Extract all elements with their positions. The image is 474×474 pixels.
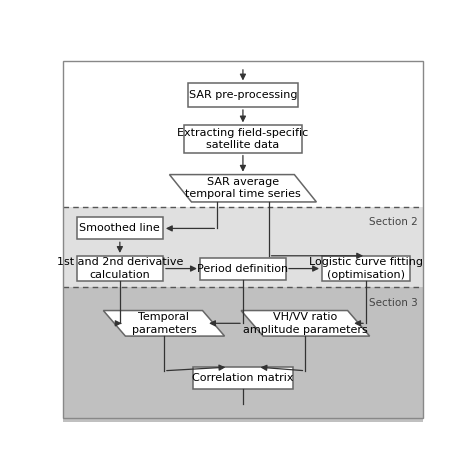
- Bar: [77, 218, 163, 239]
- Text: 1st and 2nd derivative
calculation: 1st and 2nd derivative calculation: [57, 257, 183, 280]
- Text: Section 3: Section 3: [369, 298, 418, 308]
- Bar: [193, 367, 292, 389]
- FancyBboxPatch shape: [63, 287, 423, 422]
- Text: Correlation matrix: Correlation matrix: [192, 373, 294, 383]
- Text: Period definition: Period definition: [197, 264, 289, 273]
- Text: Extracting field-specific
satellite data: Extracting field-specific satellite data: [177, 128, 309, 150]
- Bar: [188, 83, 298, 107]
- Polygon shape: [103, 310, 225, 336]
- FancyBboxPatch shape: [63, 207, 423, 287]
- Polygon shape: [241, 310, 370, 336]
- Bar: [322, 256, 410, 282]
- Text: Section 2: Section 2: [369, 218, 418, 228]
- Text: SAR average
temporal time series: SAR average temporal time series: [185, 177, 301, 200]
- Text: Logistic curve fitting
(optimisation): Logistic curve fitting (optimisation): [309, 257, 423, 280]
- Polygon shape: [169, 174, 317, 202]
- Bar: [77, 256, 163, 282]
- Text: Temporal
parameters: Temporal parameters: [132, 312, 196, 335]
- Text: Smoothed line: Smoothed line: [80, 223, 160, 233]
- Text: VH/VV ratio
amplitude parameters: VH/VV ratio amplitude parameters: [243, 312, 368, 335]
- Text: SAR pre-processing: SAR pre-processing: [189, 90, 297, 100]
- Bar: [184, 125, 301, 153]
- Bar: [200, 258, 286, 280]
